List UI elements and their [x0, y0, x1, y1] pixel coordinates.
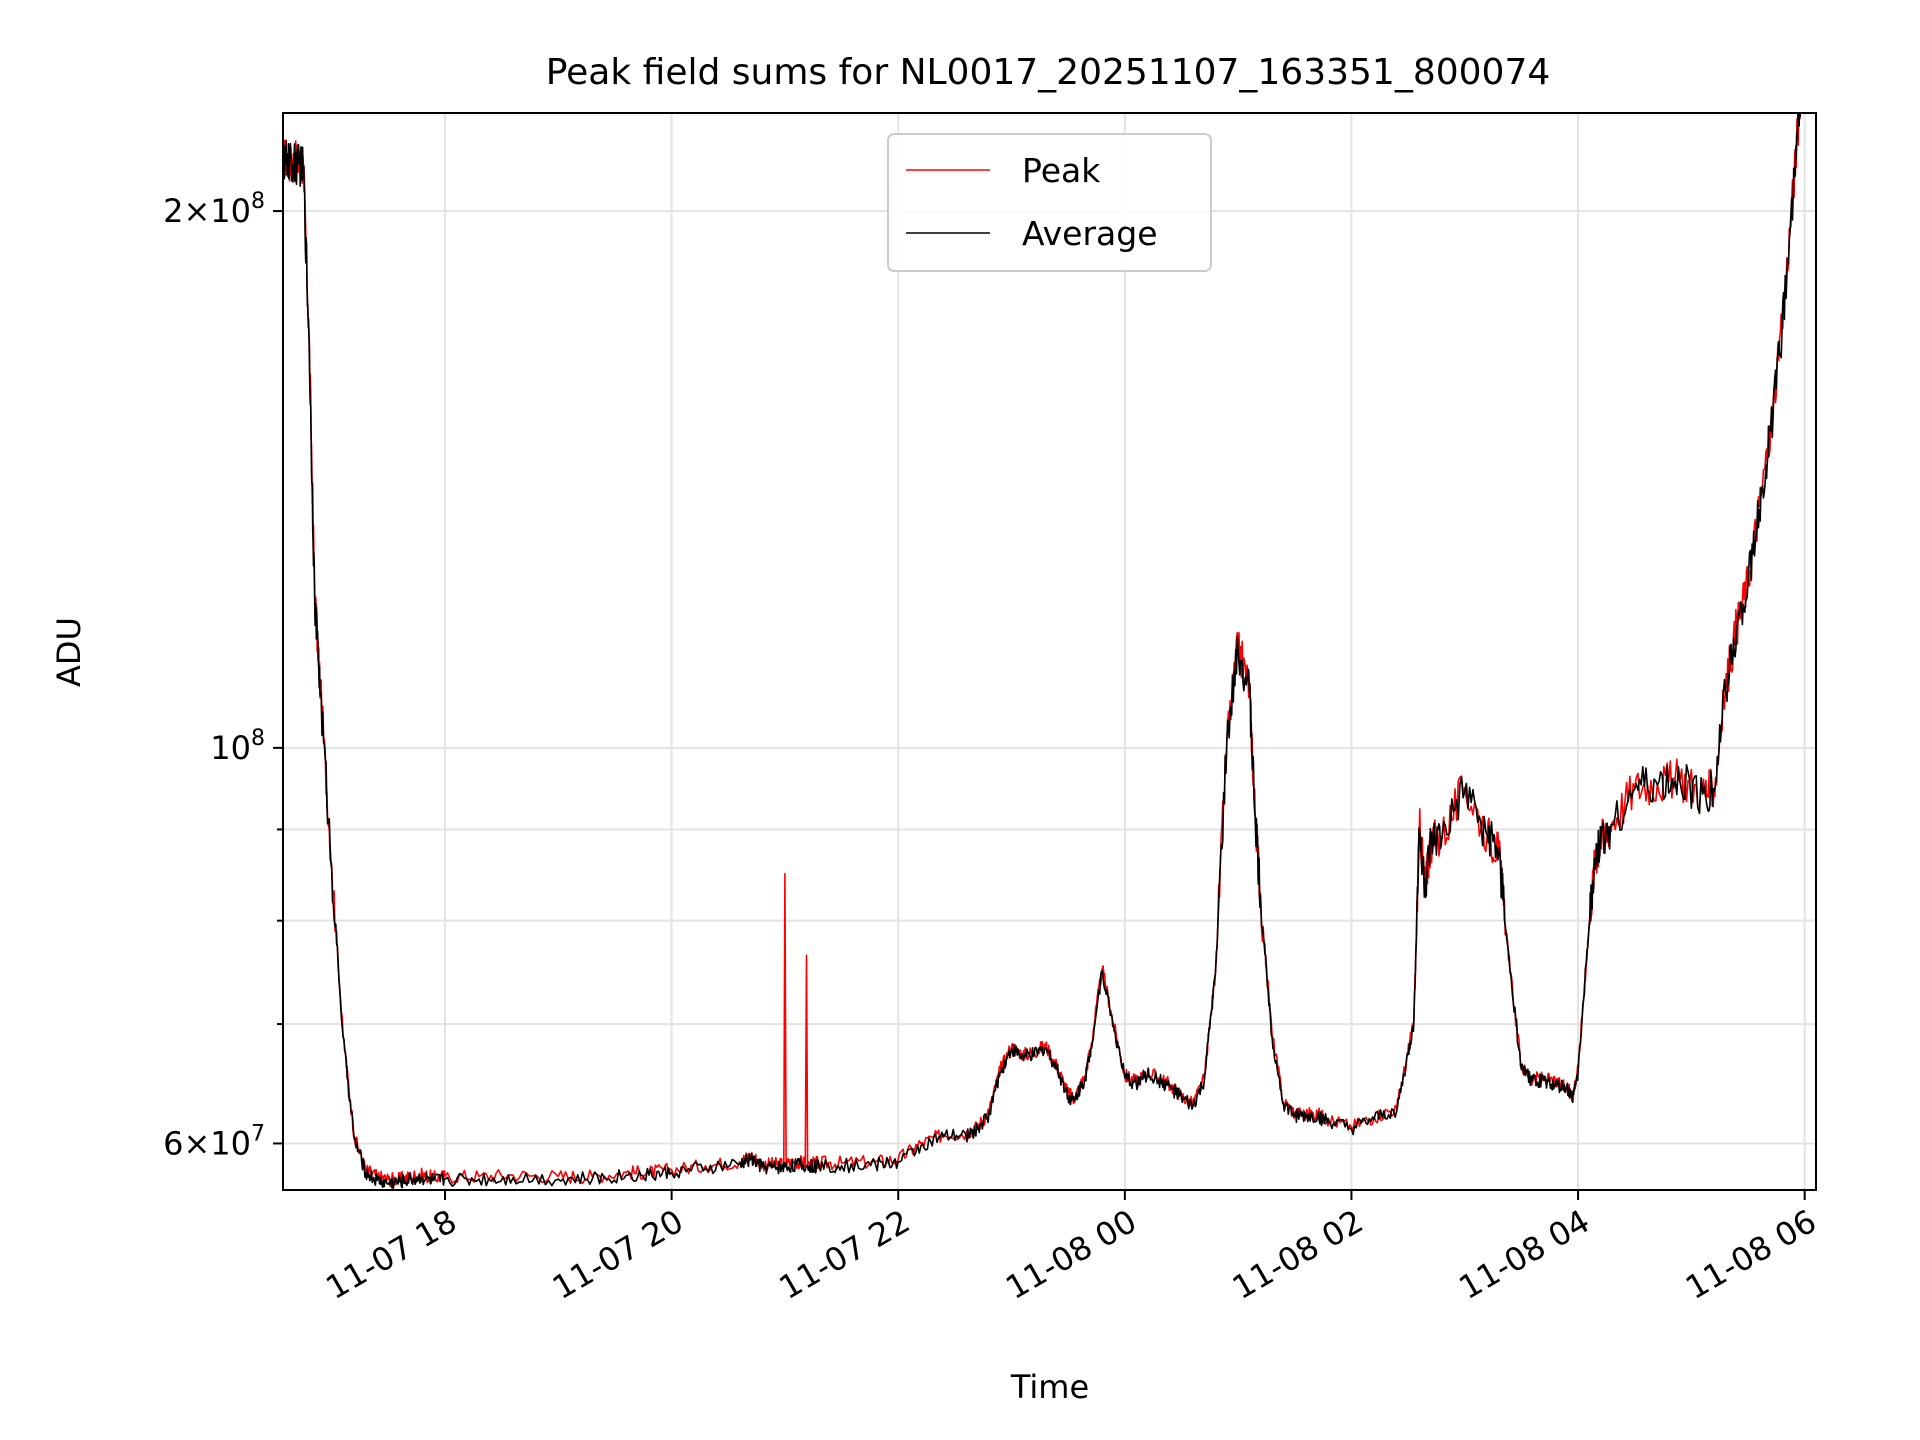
y-tick-label: 108 — [210, 726, 265, 767]
x-axis-label: Time — [1010, 1368, 1089, 1406]
series-line-average — [283, 113, 1802, 1190]
y-axis: 2×108 108 6×107 — [163, 189, 283, 1162]
legend-label-peak: Peak — [1022, 151, 1101, 190]
chart-title: Peak field sums for NL0017_20251107_1633… — [546, 52, 1551, 93]
legend-box — [887, 133, 1212, 272]
y-tick-label: 6×107 — [163, 1121, 265, 1162]
series-layer — [283, 113, 1802, 1190]
y-axis-label: ADU — [50, 617, 88, 687]
legend-label-average: Average — [1022, 214, 1158, 253]
y-tick-label: 2×108 — [163, 189, 265, 230]
plot-frame — [282, 112, 1817, 1191]
legend: Peak Average — [887, 133, 1212, 272]
